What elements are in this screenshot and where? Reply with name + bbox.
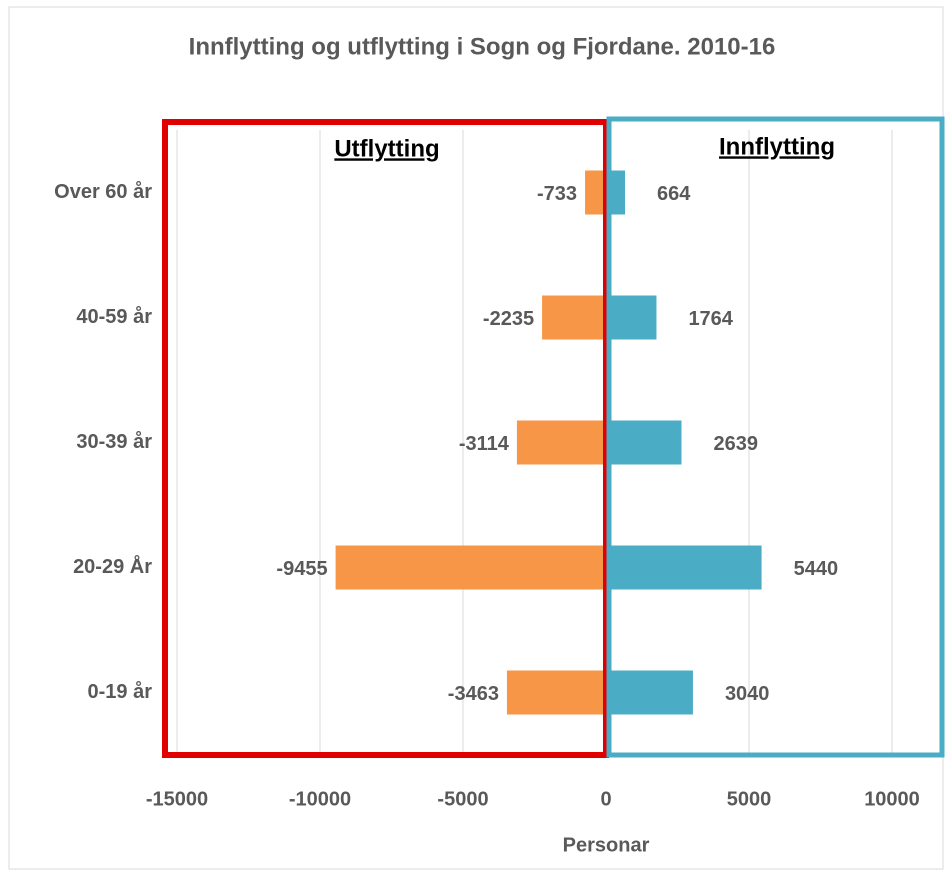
- bar: [606, 295, 657, 340]
- x-tick-label: -15000: [146, 788, 208, 810]
- inflow-box: [606, 116, 945, 758]
- x-tick-label: 0: [600, 788, 611, 810]
- y-tick-label: 40-59 år: [76, 305, 152, 328]
- bar: [506, 670, 606, 715]
- outflow-label: Utflytting: [334, 135, 439, 162]
- bar: [335, 545, 606, 590]
- data-label: 2639: [713, 433, 758, 455]
- grid: [176, 130, 893, 755]
- y-tick-label: 30-39 år: [76, 430, 152, 453]
- y-tick-label: 0-19 år: [88, 680, 153, 703]
- outflow-box: [162, 119, 609, 758]
- bar: [542, 295, 606, 340]
- data-label: 1764: [688, 308, 733, 330]
- data-label: -3114: [459, 433, 510, 455]
- bar: [606, 670, 693, 715]
- data-label: 664: [657, 183, 691, 205]
- data-label: -3463: [448, 683, 499, 705]
- bar: [606, 545, 762, 590]
- x-tick-label: -5000: [437, 788, 488, 810]
- data-label: -2235: [483, 308, 534, 330]
- inflow-label: Innflytting: [719, 133, 835, 160]
- data-label: -733: [537, 183, 577, 205]
- y-tick-label: Over 60 år: [54, 180, 152, 203]
- x-tick-label: 5000: [727, 788, 772, 810]
- data-label: 5440: [794, 558, 839, 580]
- x-tick-label: 10000: [864, 788, 920, 810]
- bar: [585, 170, 606, 215]
- data-label: 3040: [725, 683, 770, 705]
- data-label: -9455: [276, 558, 327, 580]
- y-tick-label: 20-29 År: [73, 554, 152, 578]
- bar: [606, 420, 682, 465]
- x-axis-label: Personar: [563, 834, 650, 856]
- x-tick-label: -10000: [289, 788, 351, 810]
- chart-title: Innflytting og utflytting i Sogn og Fjor…: [189, 33, 776, 60]
- bar: [516, 420, 606, 465]
